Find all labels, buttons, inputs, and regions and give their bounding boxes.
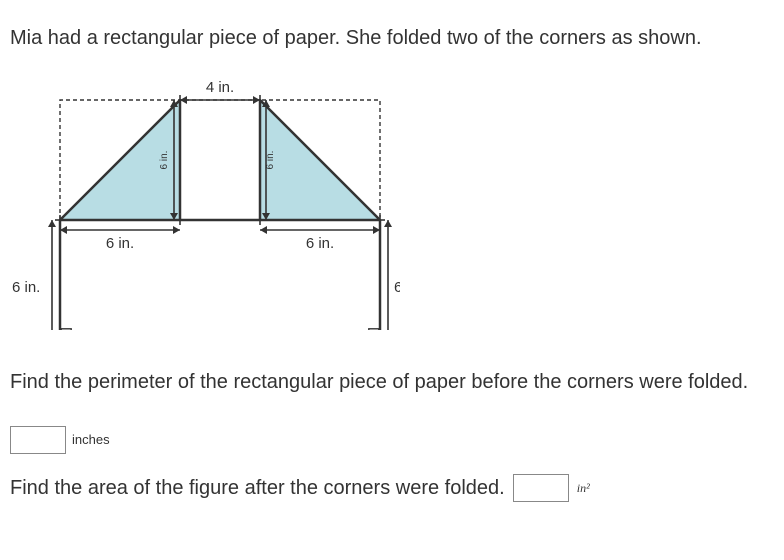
- question-area-row: Find the area of the figure after the co…: [10, 474, 774, 502]
- perimeter-unit: inches: [72, 431, 110, 449]
- svg-text:6 in.: 6 in.: [12, 279, 40, 296]
- svg-text:6 in.: 6 in.: [106, 235, 134, 252]
- svg-text:6 in.: 6 in.: [265, 151, 276, 170]
- perimeter-input[interactable]: [10, 426, 66, 454]
- problem-intro: Mia had a rectangular piece of paper. Sh…: [10, 24, 774, 52]
- question-area: Find the area of the figure after the co…: [10, 474, 505, 502]
- svg-text:6 in.: 6 in.: [394, 279, 400, 296]
- diagram-container: 4 in. 6 in. 6 in. 6 in. 6 in. 6 in. 6 in.: [10, 70, 774, 338]
- svg-text:4 in.: 4 in.: [206, 79, 234, 96]
- perimeter-answer-row: inches: [10, 426, 774, 454]
- svg-text:6 in.: 6 in.: [159, 151, 170, 170]
- svg-text:6 in.: 6 in.: [306, 235, 334, 252]
- area-input[interactable]: [513, 474, 569, 502]
- area-unit: in²: [577, 480, 590, 497]
- fold-diagram: 4 in. 6 in. 6 in. 6 in. 6 in. 6 in. 6 in.: [10, 70, 400, 330]
- question-perimeter: Find the perimeter of the rectangular pi…: [10, 368, 774, 396]
